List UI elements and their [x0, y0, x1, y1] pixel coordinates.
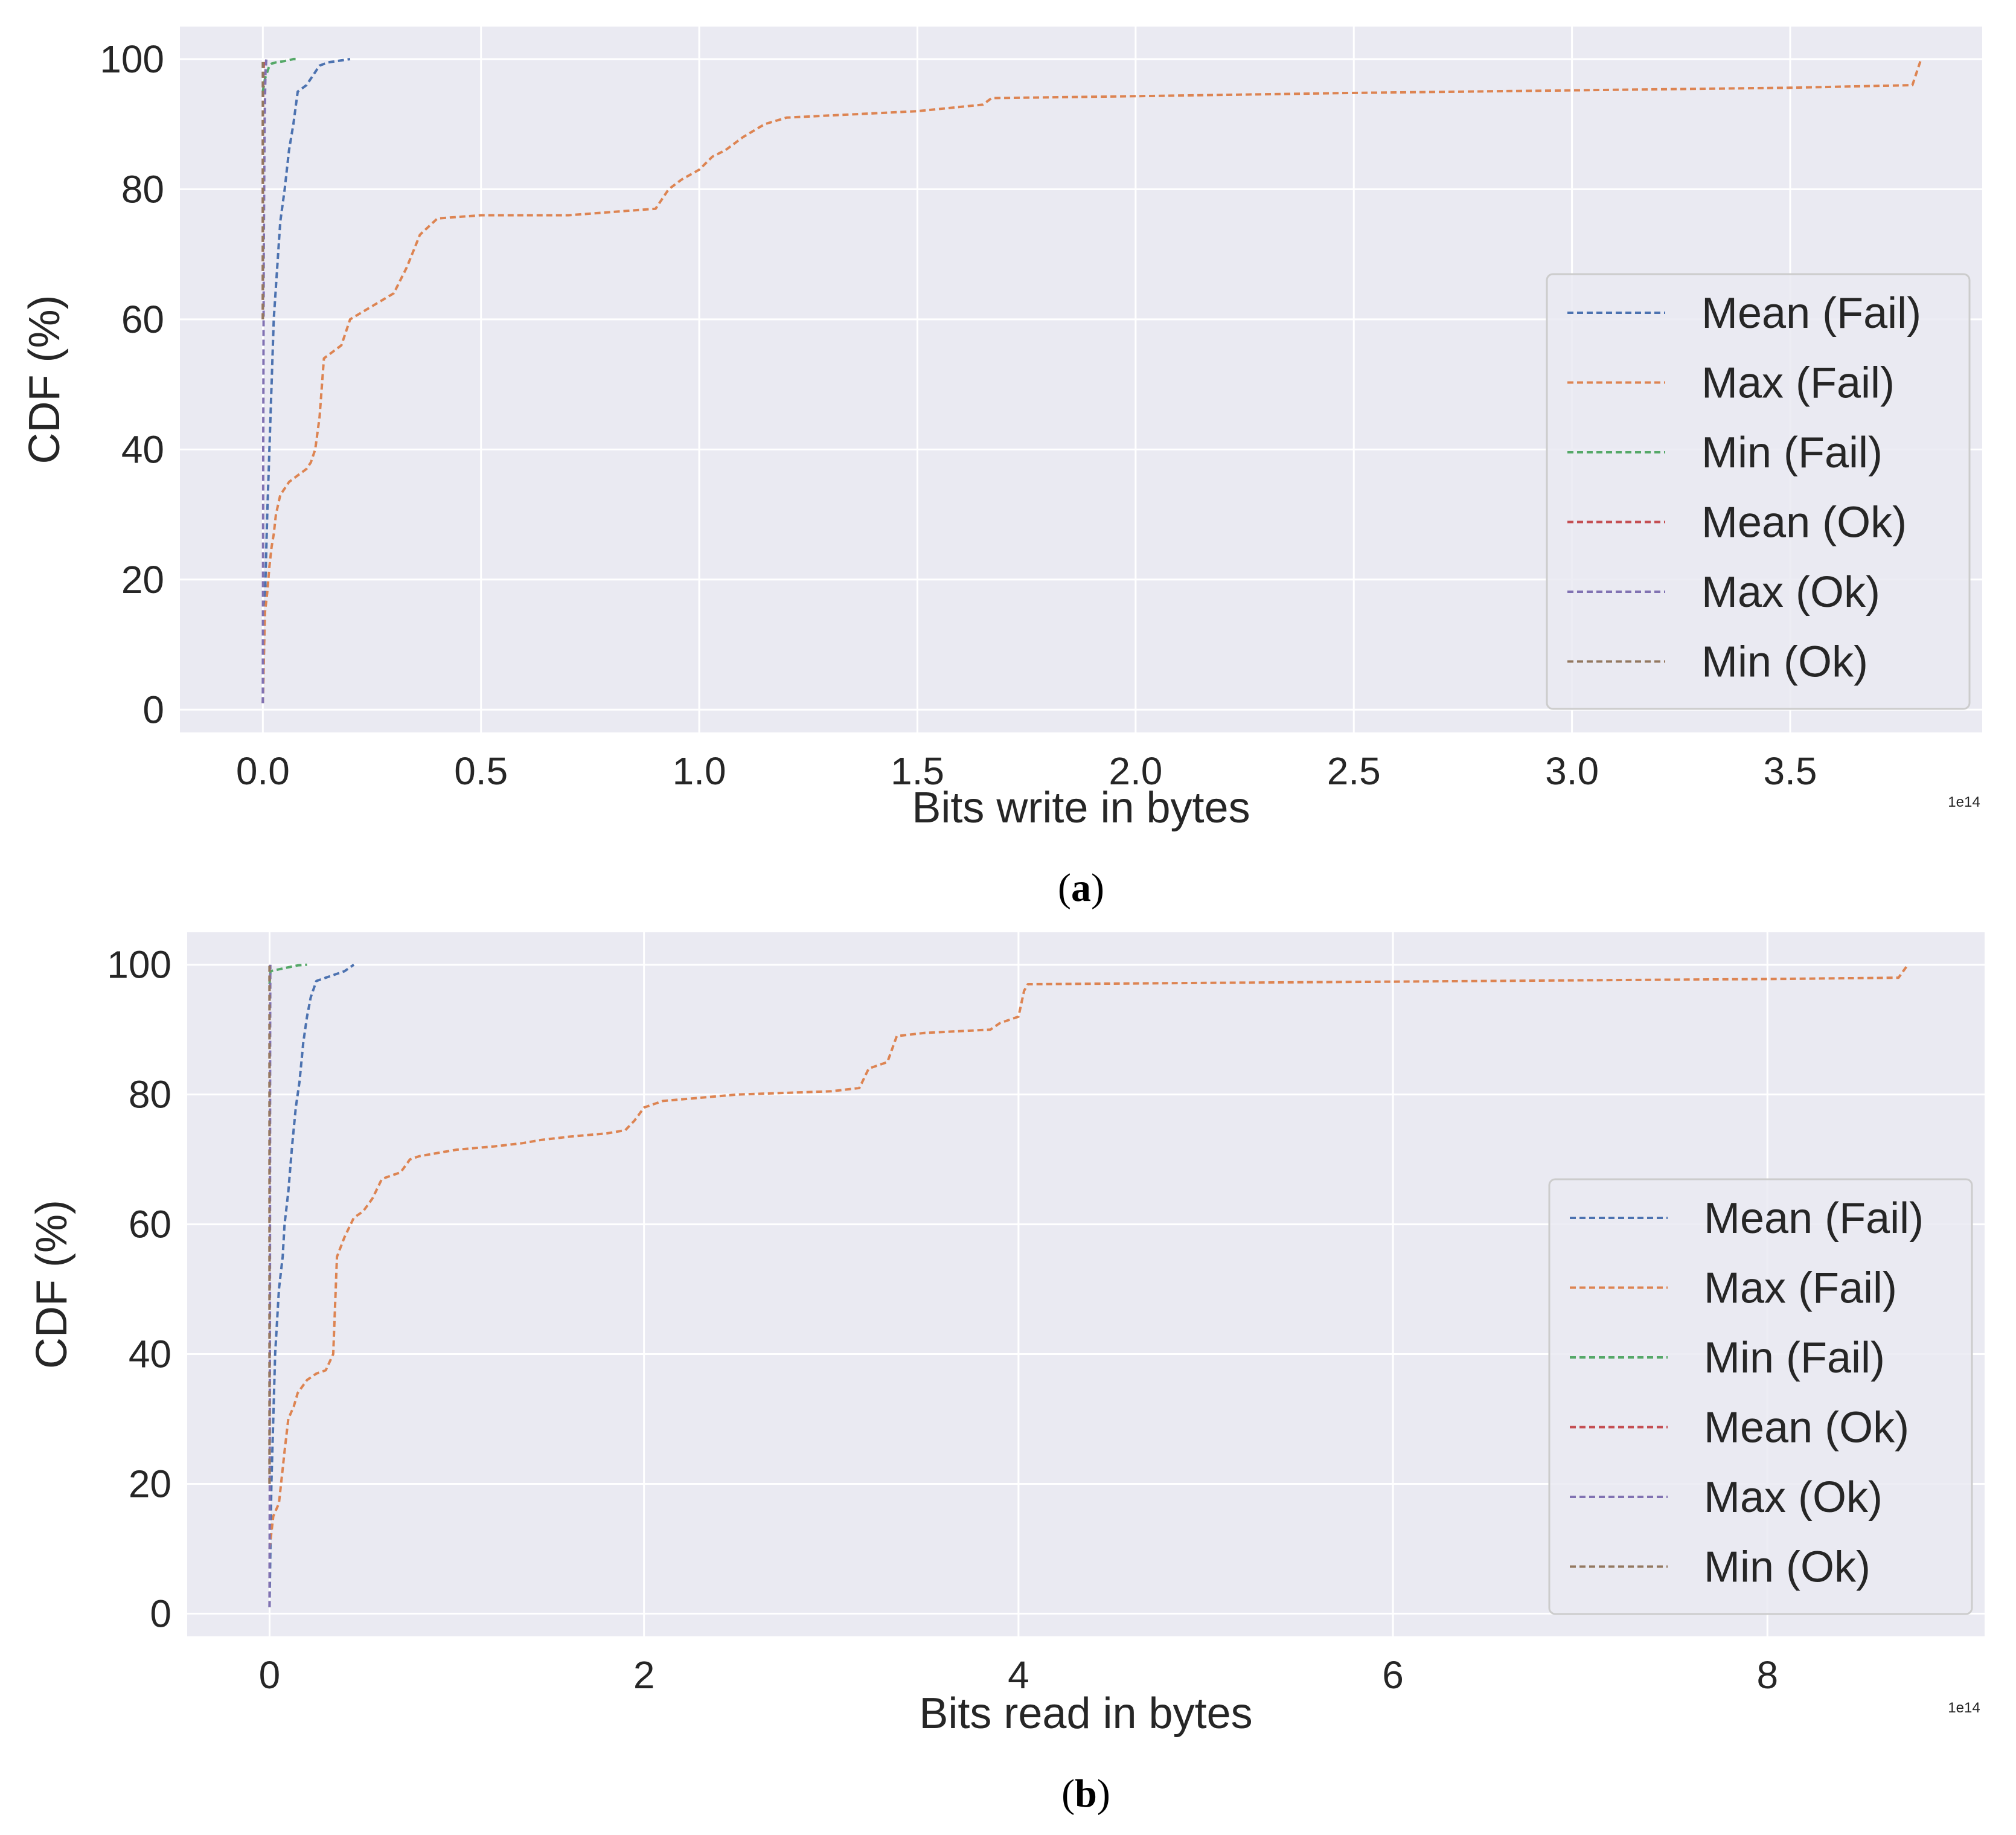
x-tick-label: 3.5 [1764, 749, 1817, 793]
y-tick-label: 0 [142, 688, 164, 731]
x-tick-label: 2.5 [1327, 749, 1381, 793]
legend-entry: Max (Ok) [1701, 568, 1880, 616]
x-tick-label: 3.0 [1545, 749, 1599, 793]
legend-entry: Max (Fail) [1704, 1264, 1897, 1313]
chart-panel-a: 0 20 40 60 80 100 0.0 0.5 1.0 1.5 2.0 2.5 3.0 3.5 Bits… [21, 27, 1982, 910]
x-tick-label: 1.5 [891, 749, 944, 793]
series-line-max-fail [261, 59, 1922, 703]
legend-box [1548, 1178, 1973, 1615]
legend-entry: Min (Ok) [1701, 638, 1868, 687]
x-tick-label: 0.0 [236, 749, 290, 793]
series-line-max-fail [268, 964, 1909, 1549]
legend-entry: Min (Fail) [1704, 1334, 1885, 1382]
caption-close: ) [1097, 1772, 1110, 1816]
y-tick-label: 40 [121, 428, 164, 471]
series-lines [261, 57, 1922, 703]
legend: Mean (Fail) Max (Fail) Min (Fail) Mean (Ok)… [1548, 1178, 1973, 1615]
y-tick-label: 100 [107, 943, 171, 987]
caption-letter: b [1075, 1772, 1097, 1816]
x-offset-label: 1e14 [1948, 794, 1980, 810]
panel-caption: (b) [1061, 1772, 1110, 1816]
x-tick-label: 4 [1008, 1653, 1029, 1697]
legend-entry: Mean (Ok) [1704, 1404, 1909, 1452]
y-tick-label: 0 [150, 1592, 171, 1635]
y-tick-label: 80 [121, 167, 164, 211]
legend-box [1546, 273, 1971, 710]
series-line-mean-fail [268, 964, 355, 1607]
panel-caption: (a) [1058, 866, 1104, 910]
legend-entry: Mean (Ok) [1701, 499, 1907, 547]
caption-close: ) [1091, 866, 1104, 910]
x-tick-label: 6 [1382, 1653, 1404, 1697]
series-line-max-ok [261, 59, 268, 703]
caption-open: ( [1058, 866, 1071, 910]
caption-open: ( [1061, 1772, 1075, 1816]
legend-entry: Max (Ok) [1704, 1473, 1883, 1522]
legend-entry: Min (Fail) [1701, 429, 1883, 477]
x-tick-label: 2 [633, 1653, 655, 1697]
y-tick-label: 60 [121, 298, 164, 341]
y-axis-label: CDF (%) [21, 295, 69, 464]
legend-entry: Max (Fail) [1701, 359, 1895, 408]
x-tick-label: 0.5 [454, 749, 508, 793]
y-axis-label: CDF (%) [28, 1200, 76, 1369]
y-tick-label: 20 [129, 1462, 171, 1505]
x-offset-label: 1e14 [1948, 1700, 1980, 1716]
y-tick-label: 40 [129, 1333, 171, 1376]
chart-panel-b: 0 20 40 60 80 100 0 2 4 6 8 Bits read in bytes CDF (… [28, 932, 1985, 1816]
x-tick-label: 0 [259, 1653, 281, 1697]
x-tick-label: 2.0 [1109, 749, 1162, 793]
x-axis-label: Bits write in bytes [912, 784, 1250, 832]
x-tick-label: 8 [1756, 1653, 1778, 1697]
y-tick-label: 20 [121, 558, 164, 601]
series-line-min-fail [261, 57, 298, 92]
legend: Mean (Fail) Max (Fail) Min (Fail) Mean (Ok)… [1546, 273, 1971, 710]
legend-entry: Mean (Fail) [1704, 1194, 1924, 1243]
series-line-mean-fail [261, 57, 351, 703]
legend-entry: Min (Ok) [1704, 1543, 1870, 1592]
legend-entry: Mean (Fail) [1701, 289, 1921, 338]
series-lines [268, 963, 1909, 1607]
y-tick-label: 100 [100, 37, 164, 81]
y-tick-label: 60 [129, 1203, 171, 1246]
x-axis-label: Bits read in bytes [919, 1689, 1252, 1738]
x-tick-label: 1.0 [673, 749, 726, 793]
caption-letter: a [1071, 866, 1091, 910]
y-tick-label: 80 [129, 1073, 171, 1116]
